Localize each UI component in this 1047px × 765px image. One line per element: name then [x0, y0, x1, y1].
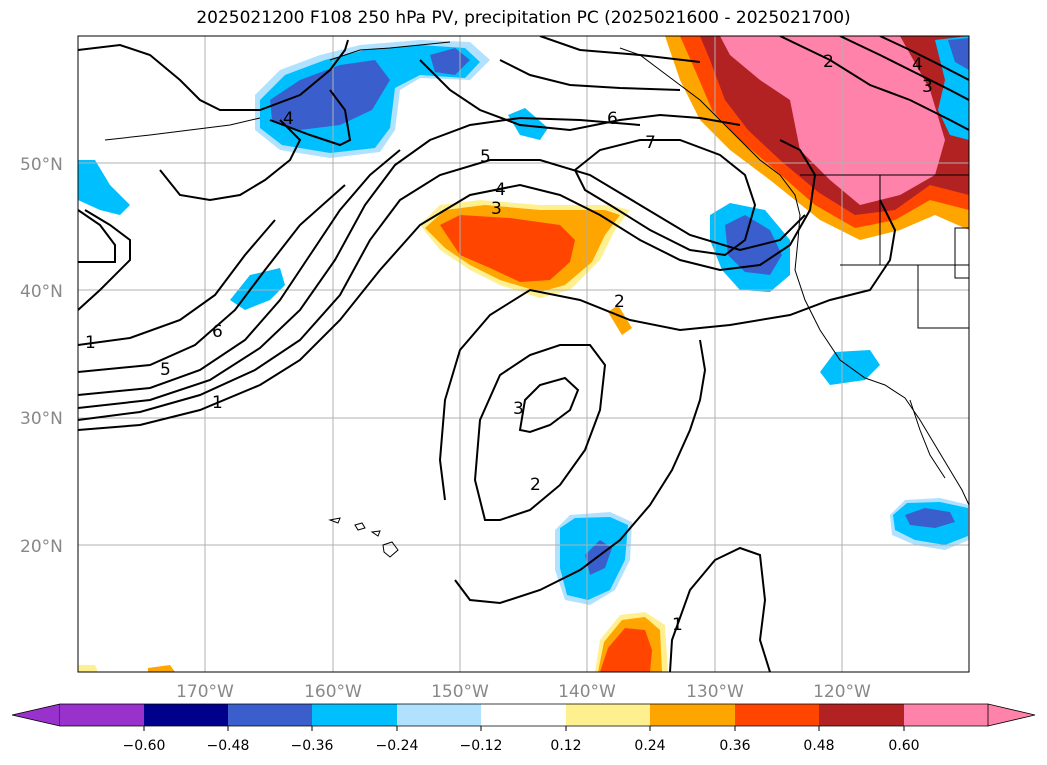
- pv-contour-label: 3: [491, 199, 502, 219]
- colorbar-bin: [735, 704, 819, 726]
- lat-tick-label: 20°N: [20, 537, 63, 557]
- lon-tick-label: 160°W: [304, 682, 362, 702]
- pv-contour-label: 3: [922, 77, 933, 97]
- pv-contour-label: 2: [614, 292, 625, 312]
- colorbar-tick-label: −0.36: [291, 738, 334, 754]
- pv-contours: [78, 36, 969, 672]
- hawaii-islands: [328, 517, 399, 558]
- colorbar-bin: [60, 704, 144, 726]
- precip-shading: [78, 36, 969, 672]
- colorbar-tick-label: 0.36: [719, 738, 750, 754]
- colorbar-tick-label: −0.60: [123, 738, 166, 754]
- lon-tick-label: 120°W: [813, 682, 871, 702]
- colorbar: −0.60 −0.48 −0.36 −0.24 −0.12 0.12 0.24 …: [11, 703, 1036, 754]
- pv-contour-label: 3: [513, 399, 524, 419]
- colorbar-bin: [819, 704, 904, 726]
- lon-tick-label: 130°W: [686, 682, 744, 702]
- pv-contour-label: 7: [645, 133, 656, 153]
- lat-tick-label: 40°N: [20, 282, 63, 302]
- colorbar-tick-label: −0.48: [207, 738, 250, 754]
- pv-contour-label: 1: [672, 615, 683, 635]
- colorbar-tick-label: −0.24: [376, 738, 419, 754]
- colorbar-bin: [650, 704, 735, 726]
- colorbar-bin: [481, 704, 566, 726]
- pv-contour-label: 6: [212, 322, 223, 342]
- colorbar-bin: [397, 704, 481, 726]
- map-border: [77, 35, 970, 673]
- pv-contour-label: 2: [530, 475, 541, 495]
- colorbar-bin: [144, 704, 228, 726]
- map-title: 2025021200 F108 250 hPa PV, precipitatio…: [196, 8, 851, 28]
- colorbar-bin: [566, 704, 650, 726]
- colorbar-extend-high: [987, 703, 1036, 727]
- pv-contour-label: 4: [495, 180, 506, 200]
- pv-contour-label: 4: [283, 109, 294, 129]
- lat-tick-labels: 50°N 40°N 30°N 20°N: [20, 155, 63, 557]
- lat-tick-label: 50°N: [20, 155, 63, 175]
- pv-contour-label: 1: [212, 393, 223, 413]
- colorbar-tick-label: 0.60: [888, 738, 919, 754]
- lon-tick-labels: 170°W 160°W 150°W 140°W 130°W 120°W: [176, 682, 871, 702]
- pv-contour-label: 1: [85, 333, 96, 353]
- colorbar-extend-low: [11, 703, 61, 727]
- graticule: [78, 36, 969, 672]
- lon-tick-label: 150°W: [431, 682, 489, 702]
- lat-tick-label: 30°N: [20, 409, 63, 429]
- colorbar-bin: [312, 704, 397, 726]
- pv-contour-label: 5: [160, 360, 171, 380]
- lon-tick-label: 170°W: [176, 682, 234, 702]
- colorbar-tick-label: −0.12: [460, 738, 503, 754]
- pv-contour-label: 4: [912, 55, 923, 75]
- colorbar-bin: [904, 704, 988, 726]
- colorbar-tick-label: 0.24: [634, 738, 665, 754]
- pv-contour-label-group: 4 5 4 3 6 7 2 4 3 6 5 1 3 2 1 2 1: [85, 52, 933, 635]
- pv-contour-label: 2: [823, 52, 834, 72]
- lon-tick-label: 140°W: [558, 682, 616, 702]
- colorbar-bin: [228, 704, 312, 726]
- colorbar-tick-label: 0.12: [550, 738, 581, 754]
- pv-contour-label: 6: [607, 109, 618, 129]
- pv-contour-label: 5: [480, 147, 491, 167]
- colorbar-tick-label: 0.48: [803, 738, 834, 754]
- coastlines: [104, 41, 969, 506]
